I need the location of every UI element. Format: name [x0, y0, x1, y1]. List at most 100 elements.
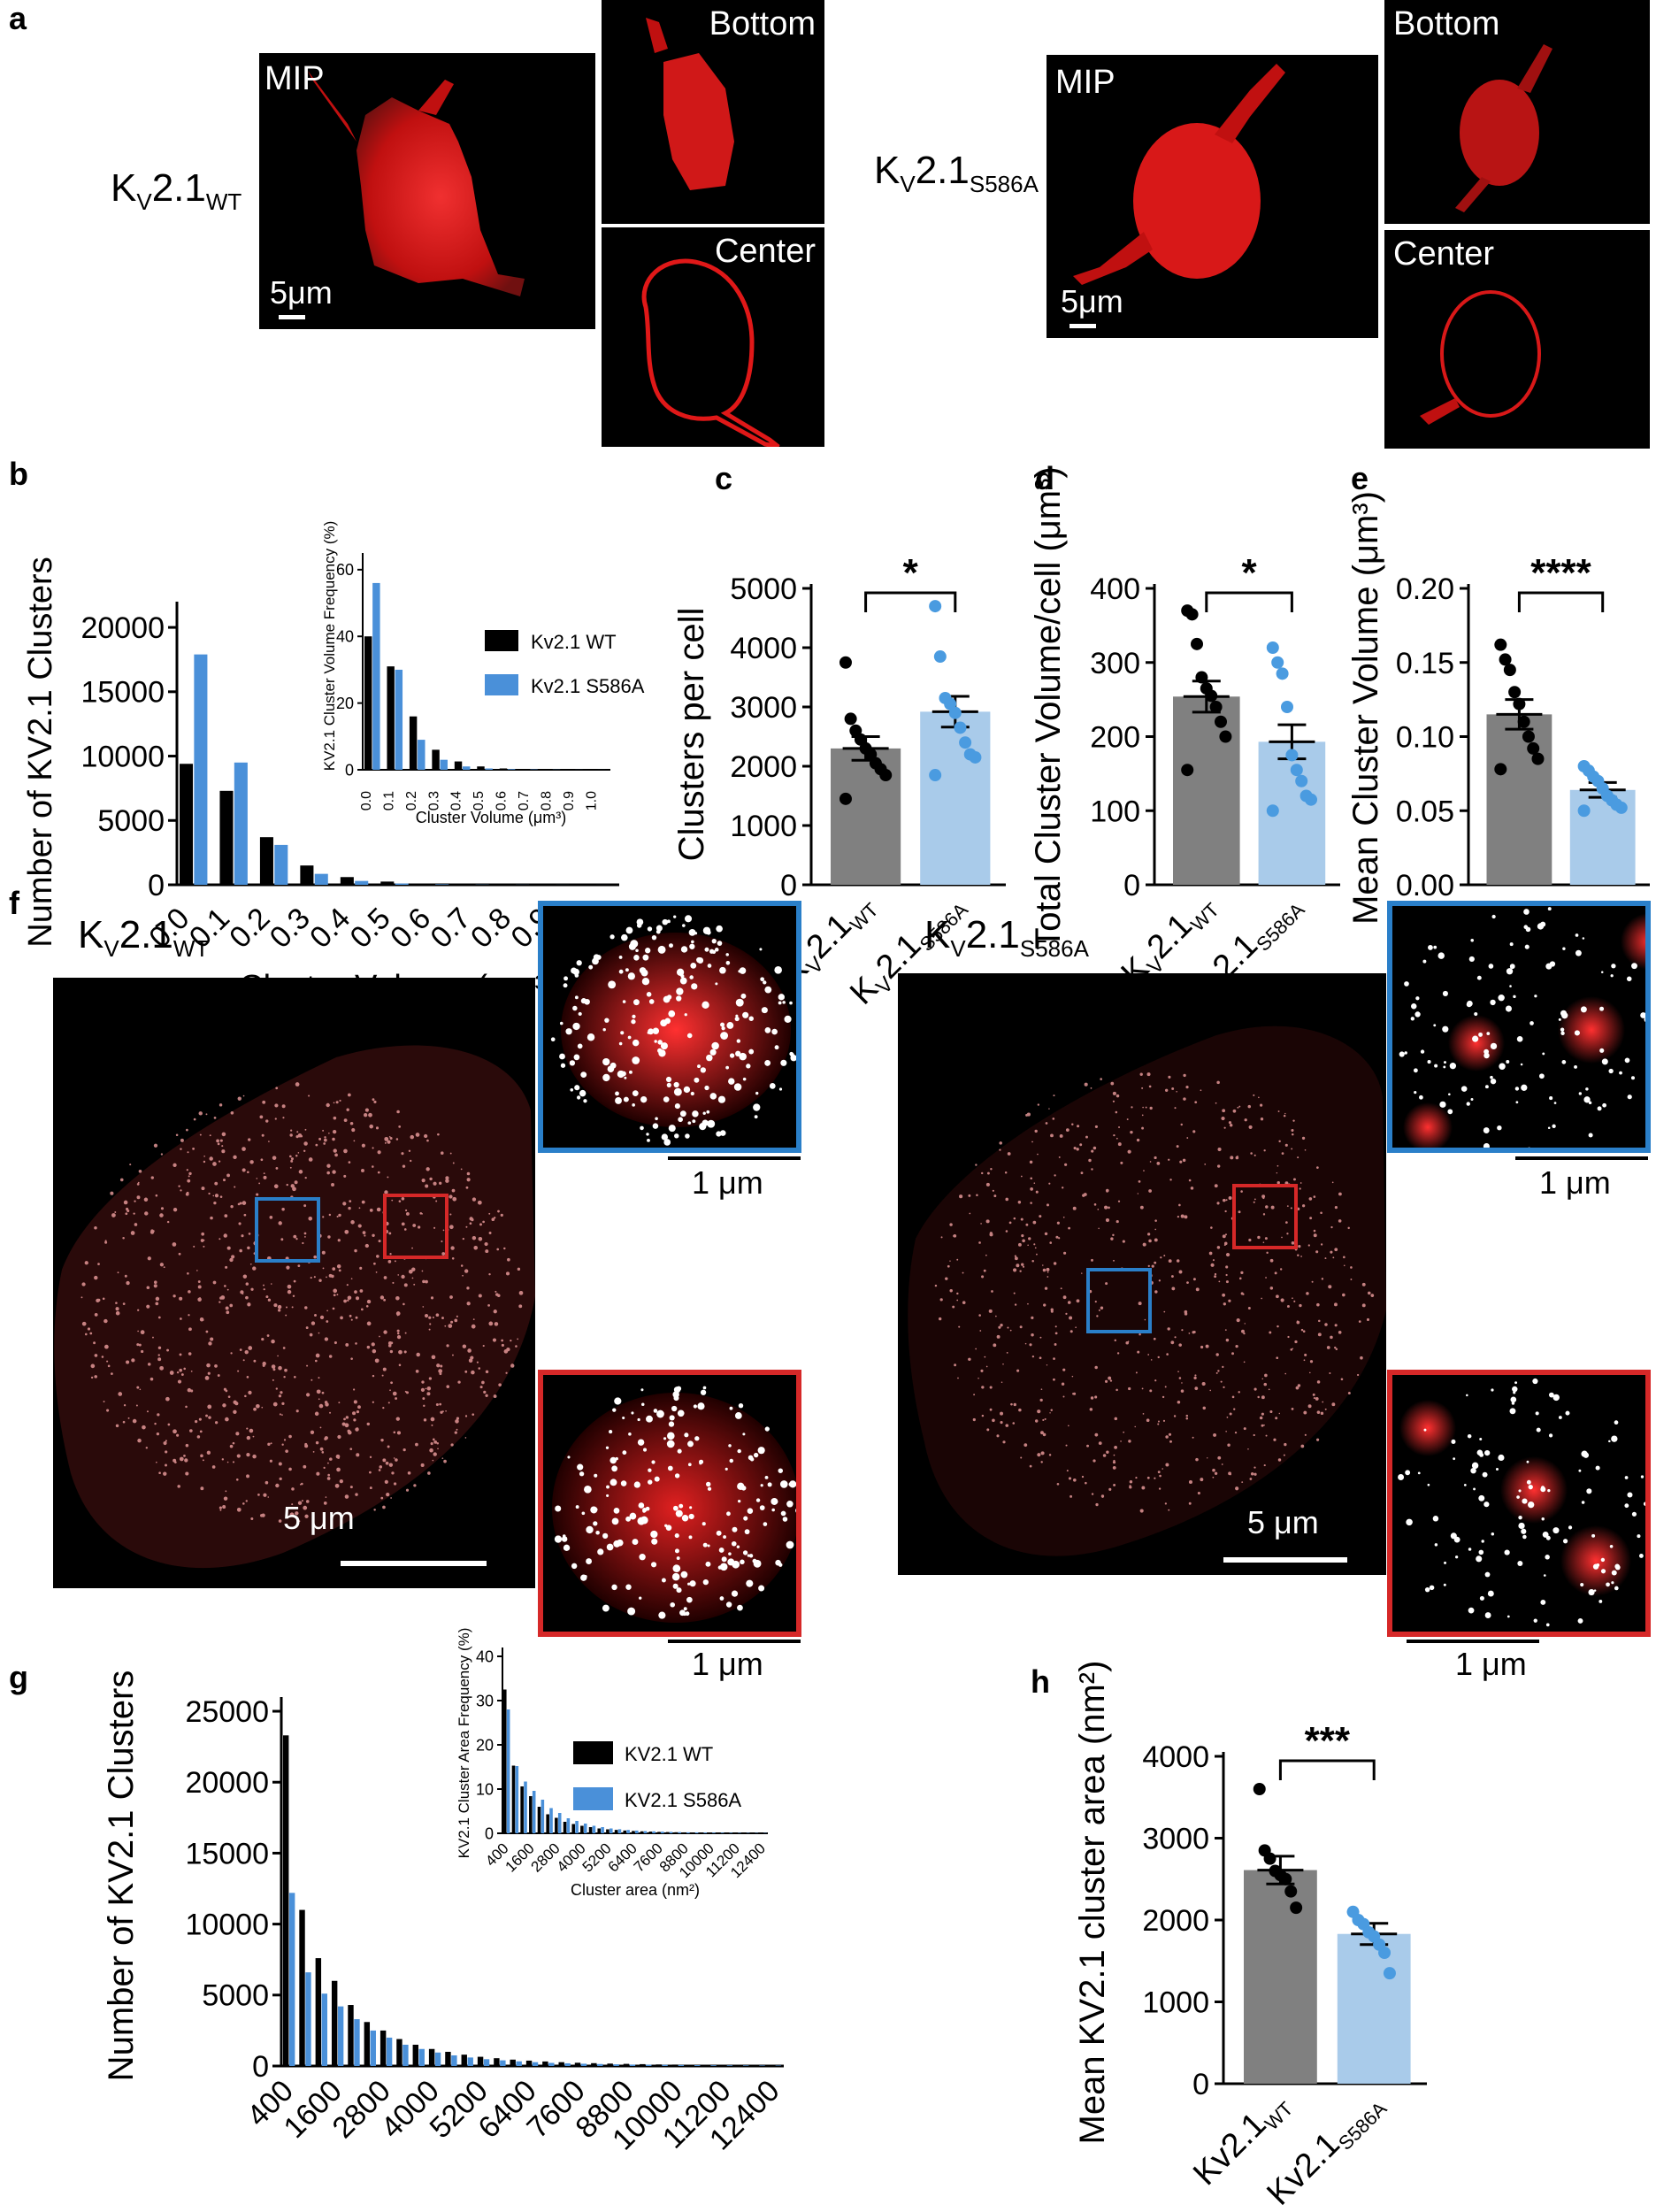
speckle [1039, 1398, 1043, 1402]
speckle [402, 1164, 406, 1168]
speckle [1578, 1469, 1582, 1472]
g-inset-bar [597, 1828, 602, 1833]
speckle [1154, 1156, 1157, 1160]
speckle [336, 1294, 339, 1296]
speckle [177, 1379, 182, 1384]
b-inset-xtick-label: 0.3 [426, 791, 441, 810]
speckle [150, 1377, 154, 1381]
speckle [725, 960, 731, 965]
speckle [1627, 1492, 1633, 1498]
speckle [395, 1295, 400, 1301]
speckle [1192, 1436, 1194, 1439]
speckle [221, 1149, 226, 1154]
g-bar [710, 2065, 717, 2066]
speckle [426, 1139, 429, 1142]
speckle [1113, 1259, 1115, 1262]
speckle [1309, 1371, 1311, 1374]
speckle [1558, 1416, 1562, 1419]
speckle [206, 1363, 211, 1368]
speckle [333, 1288, 338, 1294]
speckle [305, 1326, 309, 1330]
speckle [319, 1447, 324, 1451]
g-bar [532, 2062, 539, 2066]
speckle [283, 1439, 287, 1441]
b-ytick-label: 0 [148, 869, 165, 902]
speckle [230, 1352, 233, 1355]
speckle [450, 1320, 454, 1324]
speckle [281, 1443, 284, 1446]
inset-scale-label-mut-2: 1 μm [1455, 1646, 1527, 1682]
speckle [1068, 1477, 1072, 1480]
label-center-mut: Center [1393, 235, 1495, 273]
speckle [1225, 1265, 1229, 1269]
speckle [1200, 1089, 1202, 1092]
speckle [1225, 1252, 1230, 1257]
speckle [201, 1232, 205, 1236]
speckle [253, 1359, 257, 1363]
speckle [774, 1045, 779, 1050]
speckle [333, 1148, 337, 1153]
d-sig-label: * [1242, 551, 1258, 595]
speckle [189, 1429, 193, 1432]
speckle [428, 1377, 433, 1380]
speckle [127, 1417, 130, 1419]
speckle [976, 1194, 978, 1197]
speckle [353, 1400, 357, 1404]
g-inset-bar [709, 1832, 712, 1833]
speckle [778, 1468, 784, 1473]
speckle [266, 1334, 270, 1337]
speckle [650, 1562, 657, 1568]
g-bar [348, 2005, 354, 2066]
speckle [396, 1332, 400, 1335]
speckle [1068, 1226, 1070, 1230]
b-inset-xtick-label: 0.0 [359, 791, 374, 810]
speckle [263, 1493, 267, 1497]
speckle [661, 1133, 669, 1141]
speckle [426, 1386, 432, 1391]
speckle [1259, 1416, 1263, 1420]
speckle [118, 1392, 123, 1396]
speckle [1054, 1343, 1057, 1346]
speckle [1065, 1444, 1068, 1447]
speckle [435, 1200, 438, 1202]
speckle [1442, 1025, 1449, 1033]
speckle [1484, 1612, 1491, 1618]
speckle [293, 1375, 296, 1379]
speckle [1141, 1126, 1144, 1130]
speckle [286, 1265, 290, 1270]
speckle [430, 1442, 433, 1446]
speckle [980, 1223, 982, 1225]
speckle [761, 1007, 768, 1014]
speckle [1113, 1133, 1116, 1137]
inset-mut-red [1387, 1370, 1651, 1637]
speckle [607, 1065, 615, 1073]
speckle [666, 1440, 675, 1448]
speckle [1050, 1133, 1054, 1138]
speckle [122, 1420, 126, 1424]
g-inset-bar [652, 1831, 656, 1833]
speckle [334, 1340, 337, 1345]
speckle [438, 1369, 443, 1373]
g-bar [315, 1958, 322, 2066]
speckle [632, 1103, 635, 1107]
speckle [1062, 1187, 1064, 1189]
speckle [719, 966, 726, 974]
speckle [208, 1416, 211, 1419]
speckle [1265, 1277, 1267, 1279]
speckle [193, 1118, 196, 1121]
speckle [382, 1458, 387, 1463]
speckle [1299, 1303, 1302, 1308]
speckle [349, 1121, 354, 1125]
speckle [1042, 1268, 1046, 1272]
speckle [140, 1330, 145, 1335]
speckle [1098, 1227, 1100, 1230]
speckle [294, 1180, 298, 1185]
speckle [207, 1404, 212, 1409]
speckle [981, 1386, 985, 1389]
speckle [349, 1486, 353, 1489]
speckle [1036, 1253, 1038, 1256]
speckle [1168, 1158, 1170, 1161]
speckle [1081, 1475, 1085, 1479]
speckle [1439, 1101, 1446, 1108]
